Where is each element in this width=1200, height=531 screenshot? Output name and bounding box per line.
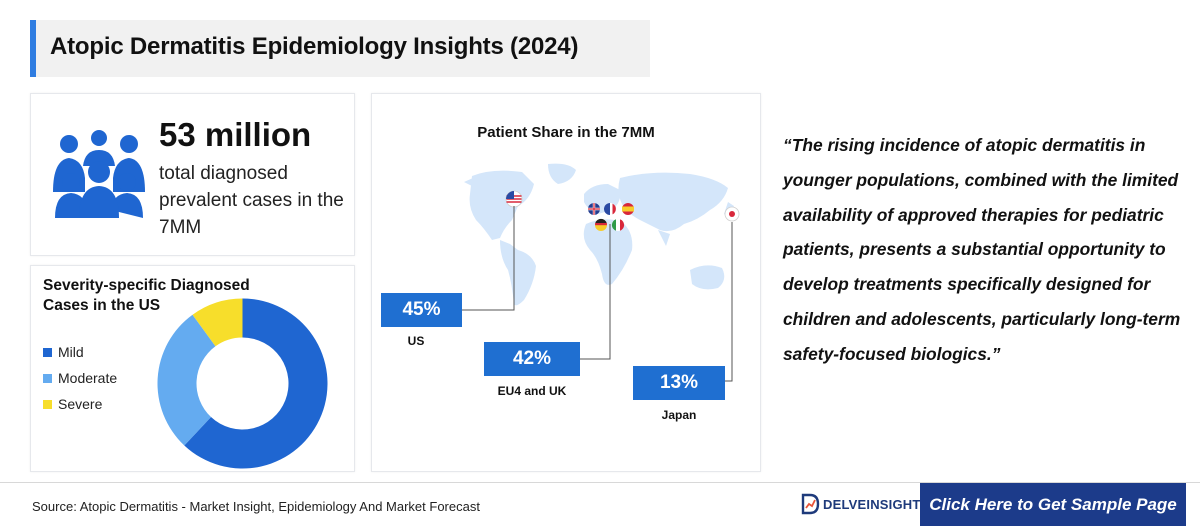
total-cases-description: total diagnosed prevalent cases in the 7… — [159, 163, 344, 238]
delveinsight-logo-icon — [801, 493, 820, 515]
legend-label-mild: Mild — [58, 344, 84, 360]
world-map-icon — [464, 163, 740, 306]
legend-label-severe: Severe — [58, 396, 103, 412]
legend-label-moderate: Moderate — [58, 370, 118, 386]
france-flag-icon — [604, 203, 616, 215]
us-flag-icon — [505, 190, 523, 208]
legend-item-mild: Mild — [43, 339, 117, 365]
legend-item-severe: Severe — [43, 391, 117, 417]
severity-legend: Mild Moderate Severe — [43, 339, 117, 417]
title-bar: Atopic Dermatitis Epidemiology Insights … — [30, 20, 650, 77]
severity-title: Severity-specific Diagnosed Cases in the… — [43, 277, 250, 314]
brand-name: DELVEINSIGHT — [823, 496, 921, 512]
footer-divider — [0, 482, 1200, 483]
japan-share-value: 13% — [633, 366, 725, 400]
total-cases-value: 53 million — [159, 116, 312, 153]
expert-quote: “The rising incidence of atopic dermatit… — [783, 135, 1181, 364]
us-share-label: US — [407, 334, 425, 348]
japan-share-label: Japan — [661, 408, 697, 422]
get-sample-page-button[interactable]: Click Here to Get Sample Page — [920, 483, 1186, 526]
legend-swatch-severe — [43, 399, 52, 409]
total-cases-card: 53 million total diagnosed prevalent cas… — [30, 93, 355, 256]
eu-share-label: EU4 and UK — [497, 384, 567, 398]
donut-slice-moderate — [157, 314, 216, 446]
donut-slice-severe — [192, 298, 243, 347]
us-share-value: 45% — [381, 293, 462, 327]
legend-item-moderate: Moderate — [43, 365, 117, 391]
patient-share-title: Patient Share in the 7MM — [477, 124, 655, 141]
severity-donut-chart — [157, 298, 328, 469]
page-title: Atopic Dermatitis Epidemiology Insights … — [50, 33, 579, 60]
legend-swatch-moderate — [43, 373, 52, 383]
italy-flag-icon — [611, 219, 625, 231]
source-citation: Source: Atopic Dermatitis - Market Insig… — [32, 499, 480, 514]
spain-flag-icon — [622, 203, 634, 215]
patient-share-card: Patient Share in the 7MM — [371, 93, 761, 472]
uk-flag-icon — [588, 203, 600, 215]
eu-share-value: 42% — [484, 342, 580, 376]
germany-flag-icon — [595, 218, 607, 231]
donut-slice-mild — [184, 298, 328, 469]
legend-swatch-mild — [43, 347, 52, 357]
people-group-icon — [53, 130, 145, 218]
severity-card: Severity-specific Diagnosed Cases in the… — [30, 265, 355, 472]
japan-flag-icon — [724, 206, 740, 222]
brand-logo[interactable]: DELVEINSIGHT — [800, 490, 921, 518]
